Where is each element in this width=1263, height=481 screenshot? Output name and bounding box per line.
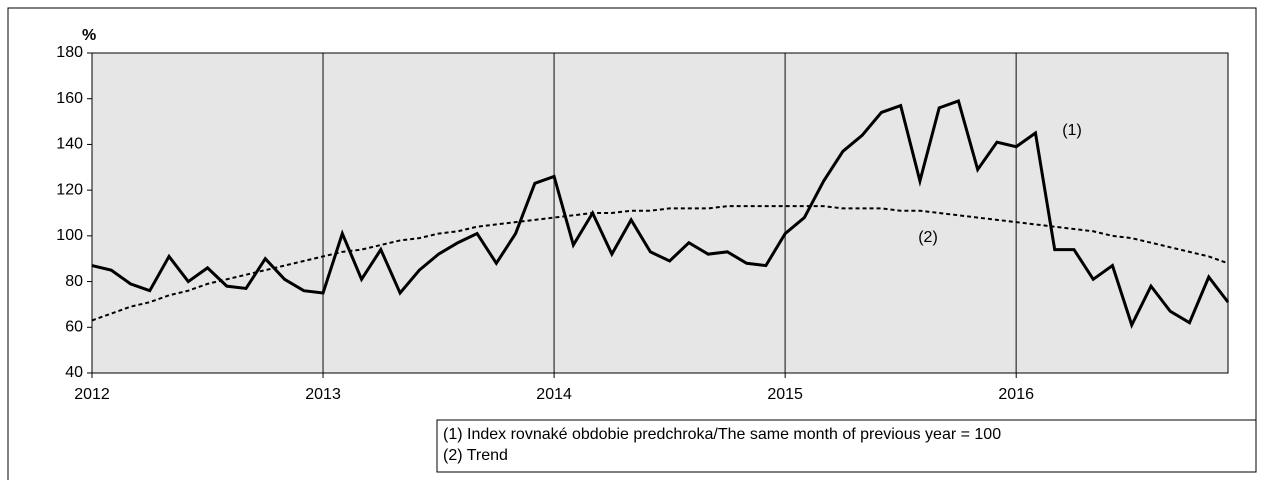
frame bbox=[7, 7, 1257, 480]
y-tick-label: 180 bbox=[56, 44, 83, 61]
y-tick-label: 140 bbox=[56, 136, 83, 153]
series-line bbox=[91, 99, 1230, 329]
y-unit: % bbox=[82, 27, 96, 44]
x-tick-label: 2016 bbox=[998, 386, 1034, 403]
x-tick-label: 2013 bbox=[305, 386, 341, 403]
plot-area bbox=[92, 53, 1228, 373]
y-tick-label: 160 bbox=[56, 90, 83, 107]
x-tick-label: 2015 bbox=[767, 386, 803, 403]
y-tick-label: 80 bbox=[65, 273, 83, 290]
legend-entry: (2) Trend bbox=[443, 447, 508, 464]
x-tick-label: 2014 bbox=[536, 386, 572, 403]
annotation: (1) bbox=[1062, 122, 1082, 139]
y-tick-label: 120 bbox=[56, 181, 83, 198]
plot-border bbox=[91, 52, 1229, 374]
legend-box bbox=[436, 419, 1257, 473]
series-line bbox=[91, 205, 1229, 322]
y-tick-label: 60 bbox=[65, 319, 83, 336]
y-tick-label: 100 bbox=[56, 227, 83, 244]
legend-entry: (1) Index rovnaké obdobie predchroka/The… bbox=[443, 426, 1001, 443]
y-tick-label: 40 bbox=[65, 364, 83, 381]
annotation: (2) bbox=[918, 229, 938, 246]
x-tick-label: 2012 bbox=[74, 386, 110, 403]
